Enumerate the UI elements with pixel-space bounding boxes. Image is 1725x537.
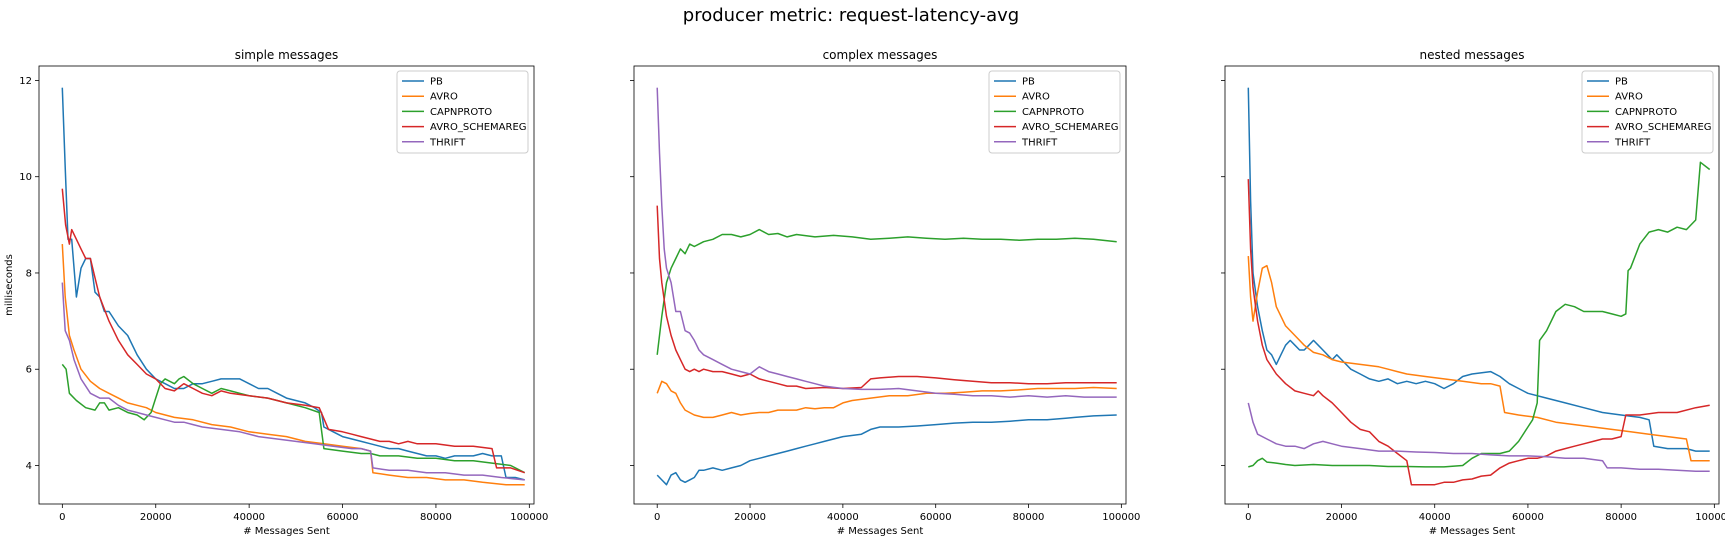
y-tick-label: 6 (26, 365, 32, 376)
series-line-thrift (61, 282, 525, 481)
series-line-pb (656, 414, 1117, 486)
plot-area (61, 87, 526, 486)
axes-frame (633, 65, 1127, 505)
y-axis-label: milliseconds (4, 254, 15, 316)
legend-entry: AVRO (430, 92, 458, 103)
x-tick-label: 40000 (233, 512, 265, 523)
x-tick-label: 60000 (327, 512, 359, 523)
subplot-title: nested messages (1420, 48, 1525, 62)
series-line-thrift (1247, 402, 1710, 473)
subplot-2: complex messages 0 20000 40000 60000 80000 100… (630, 48, 1140, 537)
y-tick-label: 8 (26, 268, 32, 279)
legend-entry: AVRO (1615, 92, 1643, 103)
series-line-avro (1247, 256, 1710, 462)
x-tick-label: 80000 (1605, 512, 1637, 523)
series-line-capnproto (656, 228, 1117, 355)
legend-entry: THRIFT (1614, 137, 1651, 148)
subplot-3: nested messages 0 20000 40000 60000 80000 1000… (1221, 48, 1725, 537)
legend-entry: PB (1022, 77, 1035, 88)
x-tick-label: 100000 (510, 512, 548, 523)
legend-entry: AVRO_SCHEMAREG (430, 122, 527, 133)
x-tick-label: 0 (1245, 512, 1251, 523)
series-line-avro (656, 380, 1117, 419)
x-tick-label: 20000 (1326, 512, 1358, 523)
plot-area (656, 87, 1117, 486)
x-tick-label: 40000 (827, 512, 859, 523)
legend-entry: THRIFT (429, 137, 466, 148)
axes-frame (38, 65, 535, 505)
x-tick-label: 0 (59, 512, 65, 523)
x-tick-label: 80000 (420, 512, 452, 523)
series-line-pb (1247, 87, 1710, 452)
legend-entry: THRIFT (1021, 137, 1058, 148)
series-line-avro (61, 244, 525, 486)
legend: PB AVRO CAPNPROTO AVRO_SCHEMAREG THRIFT (988, 70, 1121, 154)
x-axis-label: # Messages Sent (243, 526, 330, 537)
series-line-avro-schemareg (61, 188, 525, 474)
legend-entry: AVRO (1022, 92, 1050, 103)
legend-box (1581, 70, 1714, 154)
plot-area (1247, 87, 1711, 486)
subplot-1: simple messages 0 20000 40000 60000 80000 1000… (4, 48, 548, 537)
x-tick-label: 0 (654, 512, 660, 523)
legend-box (396, 70, 529, 154)
x-tick-label: 100000 (1695, 512, 1725, 523)
x-tick-label: 20000 (140, 512, 172, 523)
series-line-avro-schemareg (656, 205, 1117, 390)
axes-frame (1224, 65, 1720, 505)
legend-entry: PB (1615, 77, 1628, 88)
legend-entry: AVRO_SCHEMAREG (1022, 122, 1119, 133)
x-axis-label: # Messages Sent (837, 526, 924, 537)
legend-entry: CAPNPROTO (430, 107, 492, 118)
y-tick-label: 10 (19, 172, 32, 183)
legend-entry: PB (430, 77, 443, 88)
legend-entry: AVRO_SCHEMAREG (1615, 122, 1712, 133)
x-tick-label: 100000 (1102, 512, 1140, 523)
y-tick-label: 12 (19, 76, 32, 87)
legend: PB AVRO CAPNPROTO AVRO_SCHEMAREG THRIFT (396, 70, 529, 154)
x-axis-label: # Messages Sent (1429, 526, 1516, 537)
subplot-title: complex messages (823, 48, 938, 62)
x-tick-label: 60000 (920, 512, 952, 523)
legend-box (988, 70, 1121, 154)
legend: PB AVRO CAPNPROTO AVRO_SCHEMAREG THRIFT (1581, 70, 1714, 154)
figure-title: producer metric: request-latency-avg (683, 5, 1019, 26)
x-tick-label: 20000 (734, 512, 766, 523)
subplot-title: simple messages (235, 48, 339, 62)
legend-entry: CAPNPROTO (1022, 107, 1084, 118)
x-tick-label: 80000 (1013, 512, 1045, 523)
x-tick-label: 60000 (1512, 512, 1544, 523)
y-tick-label: 4 (26, 461, 32, 472)
series-line-avro-schemareg (1247, 179, 1710, 486)
series-line-capnproto (61, 363, 526, 474)
x-tick-label: 40000 (1419, 512, 1451, 523)
legend-entry: CAPNPROTO (1615, 107, 1677, 118)
series-line-capnproto (1248, 161, 1711, 468)
series-line-thrift (656, 87, 1117, 398)
